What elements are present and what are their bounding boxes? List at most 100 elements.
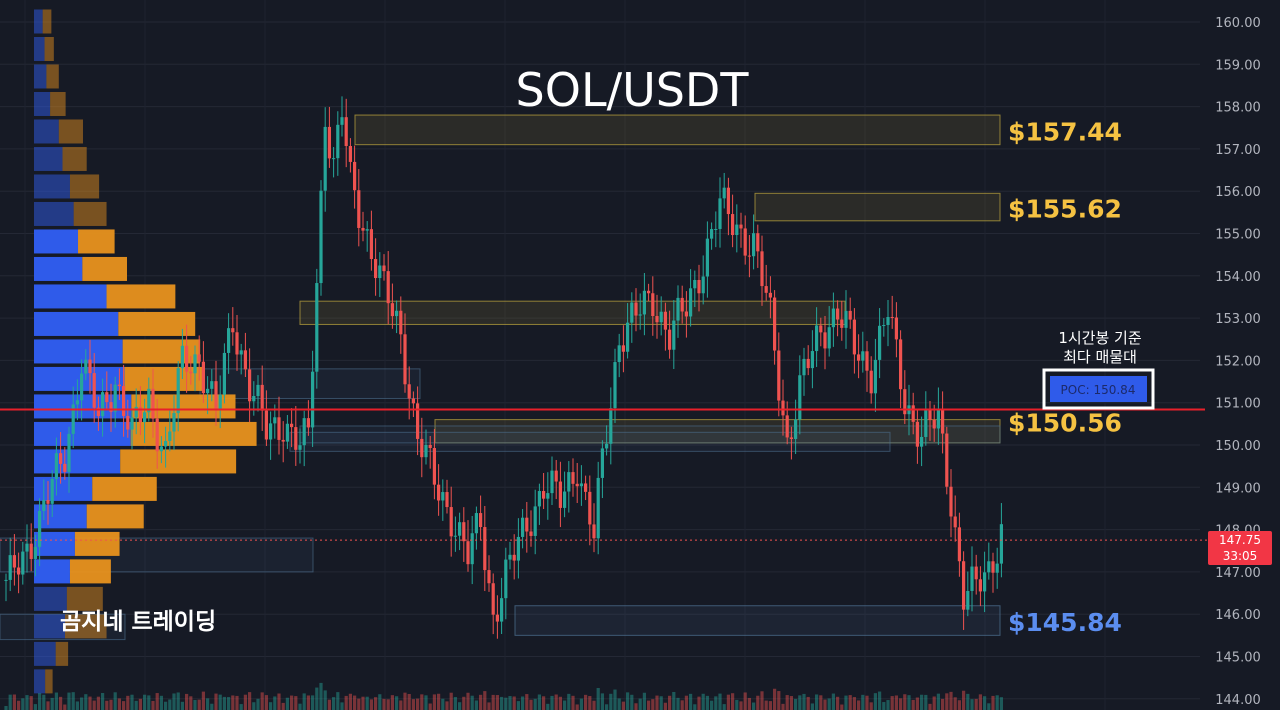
volume-bar [206, 698, 210, 710]
volume-bar [861, 694, 865, 710]
volume-bar [920, 694, 924, 710]
profile-buy-bar [34, 36, 45, 61]
candle-body [873, 359, 877, 394]
volume-bar [445, 701, 449, 710]
volume-bar [63, 704, 67, 710]
candle-body [67, 433, 71, 472]
volume-bar [298, 703, 302, 710]
candle-body [92, 373, 96, 408]
volume-bar [966, 693, 970, 710]
candle-body [294, 427, 298, 450]
volume-bar [752, 702, 756, 710]
volume-bar [525, 694, 529, 710]
volume-bar [999, 697, 1003, 710]
volume-bar [84, 694, 88, 710]
volume-bar [319, 682, 323, 710]
volume-bar [722, 704, 726, 710]
volume-bar [4, 706, 8, 710]
volume-bar [474, 700, 478, 710]
volume-bar [378, 694, 382, 710]
candle-body [605, 443, 609, 449]
candle-body [147, 388, 151, 413]
volume-bar [101, 693, 105, 710]
candle-body [584, 483, 588, 492]
candle-body [101, 392, 105, 417]
volume-bar [231, 695, 235, 710]
volume-bar [533, 698, 537, 710]
candle-body [134, 406, 138, 418]
candle-body [827, 327, 831, 349]
candle-body [353, 161, 357, 191]
candle-body [441, 492, 445, 501]
poc-note-line1: 1시간봉 기준 [1058, 329, 1142, 347]
profile-sell-bar [50, 91, 66, 116]
volume-bar [852, 697, 856, 710]
volume-bar [844, 695, 848, 710]
candle-body [344, 117, 348, 147]
volume-bar [613, 689, 617, 710]
volume-bar [17, 700, 21, 710]
profile-sell-bar [106, 284, 176, 309]
volume-bar [294, 696, 298, 710]
candle-body [886, 317, 890, 325]
volume-bar [432, 694, 436, 710]
candle-body [999, 524, 1003, 564]
volume-bar [773, 688, 777, 710]
volume-bar [260, 692, 264, 710]
volume-bar [819, 695, 823, 710]
volume-bar [760, 691, 764, 710]
candle-body [365, 229, 369, 231]
candle-body [239, 350, 243, 355]
volume-bar [953, 697, 957, 710]
candle-body [983, 572, 987, 592]
candle-body [432, 448, 436, 485]
candle-body [781, 400, 785, 416]
price-tick-label: 147.00 [1215, 566, 1261, 581]
volume-bar [873, 693, 877, 710]
candle-body [802, 358, 806, 376]
volume-bar [172, 693, 176, 710]
candle-body [390, 303, 394, 317]
candle-body [12, 555, 16, 568]
candle-body [928, 410, 932, 420]
volume-bar [882, 702, 886, 710]
candle-body [395, 310, 399, 317]
volume-bar [252, 702, 256, 710]
volume-bar [894, 695, 898, 710]
candle-body [33, 546, 37, 559]
volume-bar [151, 700, 155, 710]
candle-body [399, 310, 403, 335]
volume-bar [12, 694, 16, 710]
volume-bar [529, 699, 533, 710]
profile-sell-bar [124, 366, 204, 391]
candle-body [269, 423, 273, 440]
candle-body [122, 386, 126, 416]
candle-body [663, 311, 667, 330]
volume-bar [80, 697, 84, 710]
volume-bar [789, 696, 793, 710]
candle-body [600, 448, 604, 478]
candle-body [516, 536, 520, 561]
profile-buy-bar [34, 229, 79, 254]
volume-bar [512, 696, 516, 710]
volume-bar [306, 695, 310, 710]
candle-body [164, 440, 168, 447]
candle-body [84, 359, 88, 374]
candle-body [21, 551, 25, 575]
candle-body [374, 259, 378, 279]
volume-bar [327, 699, 331, 710]
volume-bar [857, 700, 861, 710]
profile-sell-bar [82, 256, 127, 281]
profile-buy-bar [34, 91, 51, 116]
candle-body [105, 392, 109, 403]
watermark-brand: 곰지네 트레이딩 [60, 609, 216, 635]
volume-bar [235, 695, 239, 710]
volume-bar [201, 691, 205, 710]
candle-body [609, 408, 613, 444]
volume-bar [159, 695, 163, 710]
candle-body [861, 351, 865, 361]
price-zone [299, 300, 846, 325]
volume-bar [680, 700, 684, 710]
candle-body [537, 491, 541, 507]
